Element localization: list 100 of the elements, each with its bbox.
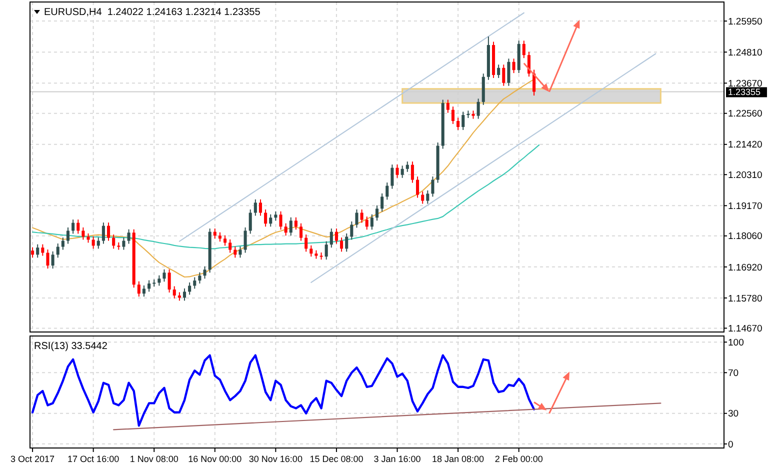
candlestick (456, 117, 460, 130)
candlestick (158, 274, 161, 286)
candlestick (248, 208, 252, 234)
candlestick (522, 40, 526, 59)
candlestick (446, 99, 450, 114)
y-tick-label: 1.25950 (728, 16, 762, 28)
candlestick (137, 280, 140, 298)
x-tick-label: 30 Nov 16:00 (248, 454, 302, 464)
y-tick-label: 0 (728, 439, 734, 450)
candlestick (476, 98, 480, 120)
candlestick (107, 222, 110, 242)
candlestick (355, 208, 358, 228)
candlestick (148, 280, 151, 292)
candlestick (274, 210, 278, 222)
y-tick-label: 1.18060 (728, 231, 762, 242)
candlestick (350, 220, 354, 240)
y-tick-label: 1.19170 (728, 200, 762, 212)
candlestick (72, 219, 75, 234)
candlestick (324, 240, 328, 260)
ref-line-label: 1.23355 (728, 86, 761, 97)
candlestick (238, 246, 242, 258)
x-tick-label: 17 Oct 16:00 (68, 454, 120, 464)
candlestick (365, 216, 368, 230)
candlestick (370, 214, 374, 230)
candlestick (96, 237, 100, 250)
candlestick (502, 64, 506, 86)
candlestick (92, 236, 95, 250)
candlestick (228, 238, 232, 254)
candlestick (61, 237, 64, 250)
candlestick (162, 268, 166, 282)
y-tick-label: 70 (728, 368, 739, 379)
x-tick-label: 16 Nov 00:00 (188, 454, 242, 464)
candlestick (168, 268, 171, 294)
candlestick (466, 110, 470, 118)
candlestick (345, 232, 348, 252)
line-series (31, 354, 536, 427)
candlestick (31, 246, 34, 258)
candlestick (269, 214, 272, 228)
y-tick-label: 1.14670 (728, 324, 762, 335)
candlestick (254, 198, 257, 216)
candlestick (41, 244, 44, 256)
candlestick (400, 165, 404, 178)
candlestick (122, 237, 126, 250)
candlestick (421, 191, 424, 204)
candlestick (234, 246, 237, 258)
text: EURUSD,H4 1.24022 1.24163 1.23214 1.23355 (44, 7, 261, 18)
candlestick (299, 222, 303, 242)
candlestick (451, 106, 455, 124)
x-tick-label: 1 Nov 08:00 (130, 454, 178, 464)
candlestick (102, 222, 105, 244)
candlestick (86, 232, 90, 244)
x-tick-label: 15 Dec 08:00 (310, 454, 364, 464)
candlestick (375, 204, 379, 222)
candlestick (426, 190, 430, 204)
candlestick (112, 234, 116, 250)
candlestick (462, 111, 465, 130)
candlestick (244, 226, 247, 254)
x-tick-label: 3 Jan 16:00 (374, 454, 421, 464)
y-tick-label: 1.24810 (728, 47, 762, 58)
candlestick (127, 228, 130, 244)
candlestick (213, 228, 216, 240)
candlestick (512, 58, 516, 74)
candlestick (193, 276, 196, 290)
text: RSI(13) 33.5442 (34, 341, 108, 352)
candlestick (431, 176, 434, 198)
line-series (32, 144, 540, 250)
candlestick (497, 64, 500, 78)
candlestick (66, 226, 70, 244)
x-tick-label: 3 Oct 2017 (10, 454, 55, 464)
candlestick (203, 266, 206, 280)
candlestick (82, 226, 85, 240)
candlestick (224, 234, 227, 246)
candlestick (284, 222, 288, 236)
candlestick (182, 288, 186, 302)
candlestick (172, 286, 176, 300)
candlestick (380, 192, 384, 212)
candlestick (416, 176, 420, 198)
candlestick (46, 249, 50, 270)
y-tick-label: 1.15780 (728, 293, 762, 304)
candlestick (36, 244, 40, 258)
y-tick-label: 30 (728, 408, 739, 420)
candlestick (310, 244, 313, 258)
candlestick (360, 208, 364, 224)
candlestick (258, 198, 262, 216)
candlestick (396, 164, 399, 178)
y-tick-label: 1.16920 (728, 262, 762, 274)
candlestick (340, 237, 344, 252)
candlestick (410, 161, 414, 184)
candlestick (304, 234, 308, 252)
candlestick (294, 216, 298, 230)
candlestick (507, 58, 510, 86)
y-tick-label: 100 (728, 337, 744, 348)
candlestick (406, 161, 409, 172)
y-tick-label: 1.22560 (728, 108, 762, 120)
candlestick (142, 284, 146, 298)
candlestick (56, 243, 60, 258)
candlestick (218, 232, 222, 242)
candlestick (279, 210, 282, 230)
candlestick (334, 228, 338, 244)
x-tick-label: 2 Feb 00:00 (494, 454, 543, 464)
